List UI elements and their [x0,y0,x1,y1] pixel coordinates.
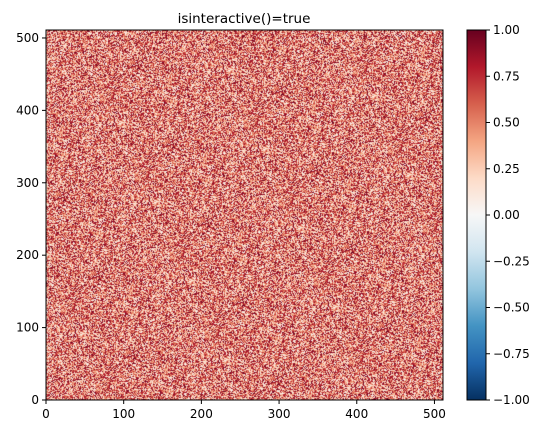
y-tick-label: 200 [16,248,39,262]
plot-frame [45,29,444,401]
x-tick-label: 200 [190,407,213,421]
heatmap-area [45,29,444,401]
y-tick-label: 400 [16,103,39,117]
colorbar-tick-label: 0.25 [493,162,520,176]
y-axis: 0 100 200 300 400 500 [16,31,46,407]
x-tick-label: 100 [112,407,135,421]
colorbar-scale [466,29,487,401]
colorbar-ticks: 1.00 0.75 0.50 0.25 0.00 −0.25 −0.50 −0.75 −1.00 [486,23,530,407]
x-tick-label: 400 [345,407,368,421]
chart-title: isinteractive()=true [178,11,311,27]
y-tick-label: 300 [16,176,39,190]
heatmap-canvas [46,30,443,400]
colorbar-tick-label: 1.00 [493,23,520,37]
y-tick-label: 500 [16,31,39,45]
y-tick-label: 0 [31,393,39,407]
colorbar-tick-label: −0.50 [493,301,530,315]
colorbar-tick-label: 0.00 [493,208,520,222]
x-axis: 0 100 200 300 400 500 [42,400,446,421]
colorbar-tick-label: −0.25 [493,254,530,268]
x-tick-label: 500 [423,407,446,421]
x-tick-label: 0 [42,407,50,421]
colorbar-tick-label: −0.75 [493,347,530,361]
colorbar-tick-label: 0.50 [493,116,520,130]
x-tick-label: 300 [268,407,291,421]
colorbar-tick-label: −1.00 [493,393,530,407]
colorbar-tick-label: 0.75 [493,69,520,83]
y-tick-label: 100 [16,321,39,335]
colorbar: 1.00 0.75 0.50 0.25 0.00 −0.25 −0.50 −0.75 −1.00 [466,23,530,407]
